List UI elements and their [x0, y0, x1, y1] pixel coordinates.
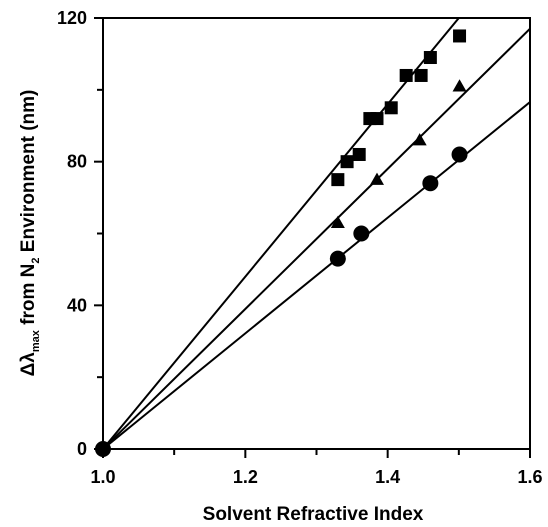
y-tick-label: 40 [67, 295, 87, 315]
square-marker [423, 51, 437, 65]
data-points [95, 29, 468, 457]
circle-marker [451, 146, 468, 163]
square-marker [331, 173, 345, 187]
y-tick-label: 0 [77, 439, 87, 459]
square-marker [414, 68, 428, 82]
axes [94, 17, 531, 458]
square-marker [453, 29, 467, 43]
x-tick-label: 1.4 [375, 467, 400, 487]
y-axis-label-subscript: max [30, 329, 42, 352]
square-marker [370, 112, 384, 126]
x-tick-label: 1.0 [90, 467, 115, 487]
x-axis-label: Solvent Refractive Index [203, 504, 424, 525]
y-tick-label: 120 [57, 8, 87, 28]
triangle-marker [369, 172, 384, 185]
triangle-marker [330, 215, 345, 228]
circle-marker [422, 175, 439, 192]
y-axis-label: Δλmax from N2 Environment (nm) [18, 90, 42, 377]
y-axis-label-prefix: Δλ [18, 352, 39, 377]
square-marker [352, 147, 366, 161]
fit-line-triangle [103, 28, 530, 449]
circle-marker [329, 250, 346, 267]
square-marker [384, 101, 398, 115]
x-tick-label: 1.6 [517, 467, 542, 487]
x-tick-label: 1.2 [233, 467, 258, 487]
fit-lines [103, 18, 530, 449]
y-axis-label-subscript2: 2 [30, 257, 42, 263]
square-marker [399, 68, 413, 82]
tick-labels: 1.0 1.2 1.4 1.6 0 40 80 120 [57, 8, 543, 487]
y-tick-label: 80 [67, 152, 87, 172]
plot-frame [102, 17, 531, 450]
triangle-marker [452, 79, 467, 92]
y-axis-label-middle: from N [18, 264, 39, 331]
fit-line-square [103, 18, 461, 449]
circle-marker [95, 441, 111, 457]
y-axis-label-suffix: Environment (nm) [18, 90, 39, 258]
triangle-marker [412, 133, 427, 146]
square-marker [340, 155, 354, 169]
circle-marker [353, 225, 370, 242]
